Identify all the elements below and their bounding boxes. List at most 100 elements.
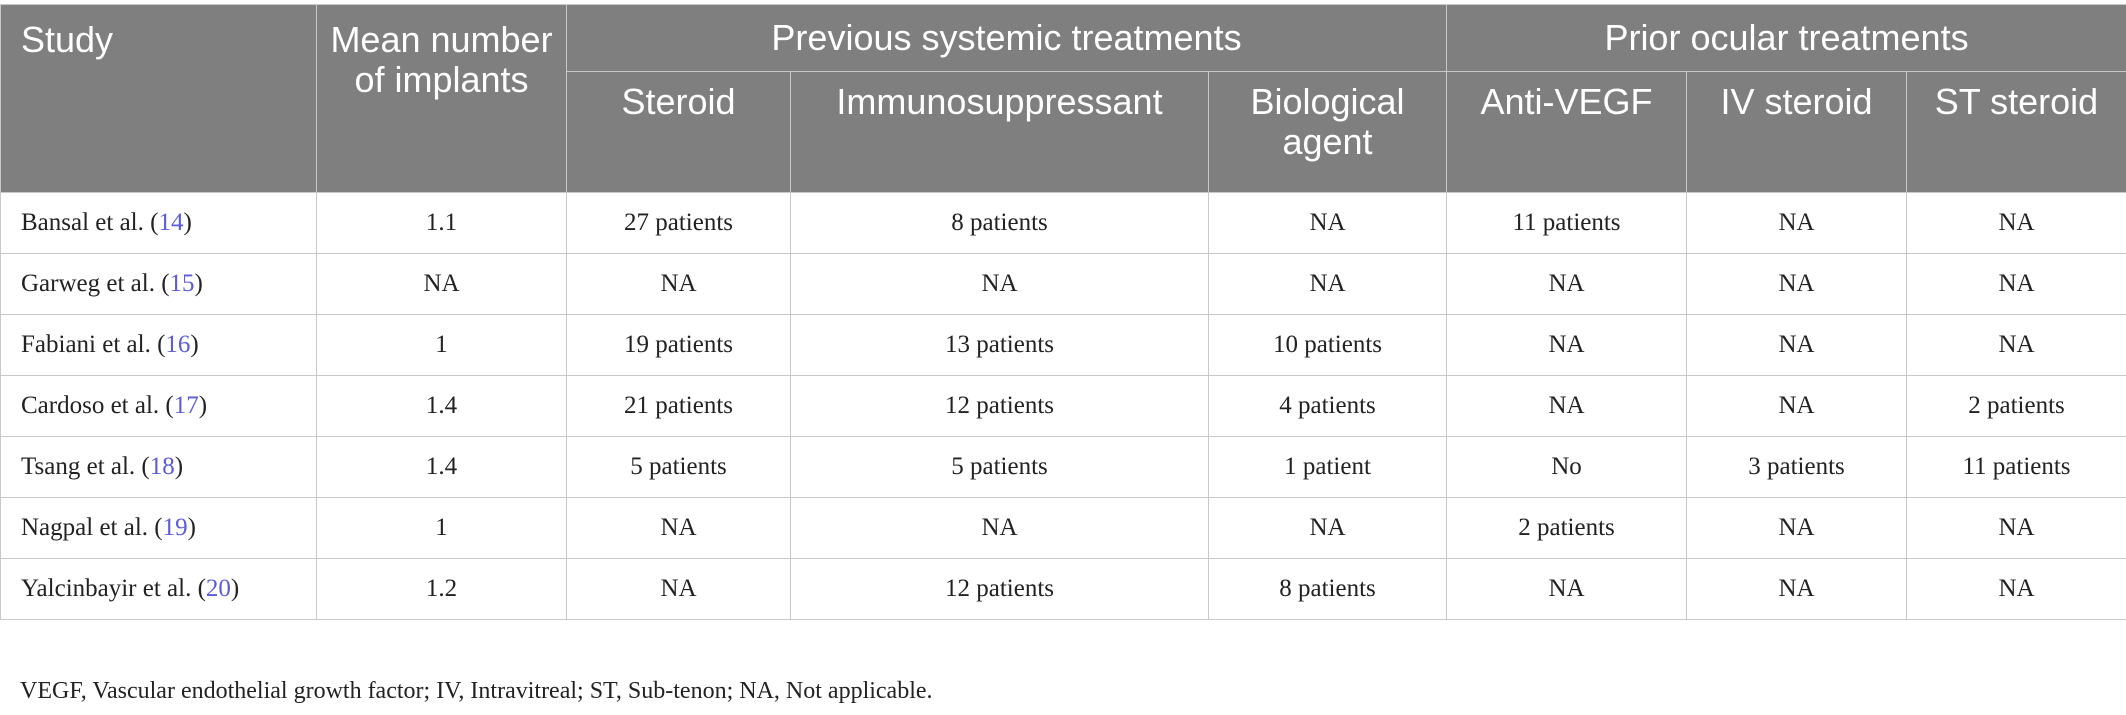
cell-anti-vegf: No xyxy=(1446,436,1687,498)
study-name: Cardoso et al. ( xyxy=(21,392,174,419)
cell-immunosuppressant: 13 patients xyxy=(790,314,1209,376)
cell-study: Bansal et al. (14) xyxy=(0,192,317,254)
cell-st-steroid: NA xyxy=(1905,192,2126,254)
cell-mean-implants: 1.4 xyxy=(316,375,567,437)
reference-link[interactable]: 17 xyxy=(173,392,199,419)
cell-steroid: NA xyxy=(566,497,791,559)
reference-link[interactable]: 15 xyxy=(169,270,195,297)
cell-iv-steroid: 3 patients xyxy=(1686,436,1907,498)
cell-immunosuppressant: 5 patients xyxy=(790,436,1209,498)
cell-st-steroid: NA xyxy=(1905,558,2126,620)
cell-study: Nagpal et al. (19) xyxy=(0,497,317,559)
cell-biological-agent: NA xyxy=(1208,497,1447,559)
cell-st-steroid: NA xyxy=(1905,497,2126,559)
cell-st-steroid: NA xyxy=(1905,253,2126,315)
cell-steroid: NA xyxy=(566,558,791,620)
cell-biological-agent: 10 patients xyxy=(1208,314,1447,376)
study-close-paren: ) xyxy=(187,514,196,541)
cell-iv-steroid: NA xyxy=(1686,192,1907,254)
reference-link[interactable]: 20 xyxy=(205,575,231,602)
cell-mean-implants: 1.2 xyxy=(316,558,567,620)
reference-link[interactable]: 18 xyxy=(149,453,175,480)
cell-steroid: 21 patients xyxy=(566,375,791,437)
table-row: Garweg et al. (15) NA NA NA NA NA NA NA xyxy=(0,253,2126,315)
cell-immunosuppressant: 12 patients xyxy=(790,558,1209,620)
cell-mean-implants: 1.4 xyxy=(316,436,567,498)
cell-biological-agent: NA xyxy=(1208,253,1447,315)
header-biological-agent: Biological agent xyxy=(1208,71,1447,193)
treatments-table: Study Mean number of implants Previous s… xyxy=(0,4,2126,620)
study-name: Bansal et al. ( xyxy=(21,209,159,236)
cell-mean-implants: 1 xyxy=(316,497,567,559)
header-systemic-group: Previous systemic treatments xyxy=(566,4,1447,72)
header-iv-steroid: IV steroid xyxy=(1686,71,1907,193)
cell-mean-implants: 1 xyxy=(316,314,567,376)
table-header: Study Mean number of implants Previous s… xyxy=(0,4,2126,193)
cell-study: Tsang et al. (18) xyxy=(0,436,317,498)
header-anti-vegf: Anti-VEGF xyxy=(1446,71,1687,193)
table-row: Nagpal et al. (19) 1 NA NA NA 2 patients… xyxy=(0,497,2126,559)
cell-steroid: 5 patients xyxy=(566,436,791,498)
study-name: Yalcinbayir et al. ( xyxy=(21,575,206,602)
cell-anti-vegf: 2 patients xyxy=(1446,497,1687,559)
header-st-steroid: ST steroid xyxy=(1905,71,2126,193)
cell-anti-vegf: 11 patients xyxy=(1446,192,1687,254)
cell-immunosuppressant: NA xyxy=(790,253,1209,315)
reference-link[interactable]: 16 xyxy=(165,331,191,358)
cell-study: Garweg et al. (15) xyxy=(0,253,317,315)
study-name: Tsang et al. ( xyxy=(21,453,150,480)
header-study: Study xyxy=(0,4,317,193)
table-row: Cardoso et al. (17) 1.4 21 patients 12 p… xyxy=(0,375,2126,437)
study-name: Fabiani et al. ( xyxy=(21,331,166,358)
cell-iv-steroid: NA xyxy=(1686,253,1907,315)
cell-study: Cardoso et al. (17) xyxy=(0,375,317,437)
cell-study: Fabiani et al. (16) xyxy=(0,314,317,376)
cell-anti-vegf: NA xyxy=(1446,253,1687,315)
cell-iv-steroid: NA xyxy=(1686,497,1907,559)
cell-steroid: NA xyxy=(566,253,791,315)
study-name: Nagpal et al. ( xyxy=(21,514,163,541)
cell-immunosuppressant: 12 patients xyxy=(790,375,1209,437)
study-close-paren: ) xyxy=(198,392,208,419)
header-row-subcolumns: Steroid Immunosuppressant Biological age… xyxy=(1,71,2126,193)
cell-immunosuppressant: NA xyxy=(790,497,1209,559)
cell-iv-steroid: NA xyxy=(1686,558,1907,620)
cell-iv-steroid: NA xyxy=(1686,375,1907,437)
cell-biological-agent: NA xyxy=(1208,192,1447,254)
cell-study: Yalcinbayir et al. (20) xyxy=(0,558,317,620)
cell-immunosuppressant: 8 patients xyxy=(790,192,1209,254)
cell-anti-vegf: NA xyxy=(1446,314,1687,376)
cell-biological-agent: 1 patient xyxy=(1208,436,1447,498)
cell-mean-implants: 1.1 xyxy=(316,192,567,254)
header-mean-implants: Mean number of implants xyxy=(316,4,567,193)
cell-st-steroid: NA xyxy=(1905,314,2126,376)
study-name: Garweg et al. ( xyxy=(21,270,170,297)
table-row: Yalcinbayir et al. (20) 1.2 NA 12 patien… xyxy=(0,558,2126,620)
study-close-paren: ) xyxy=(194,270,203,297)
header-row-groups: Study Mean number of implants Previous s… xyxy=(0,4,2126,193)
table-footnote: VEGF, Vascular endothelial growth factor… xyxy=(20,678,933,704)
cell-steroid: 27 patients xyxy=(566,192,791,254)
reference-link[interactable]: 19 xyxy=(162,514,188,541)
cell-steroid: 19 patients xyxy=(566,314,791,376)
header-ocular-group: Prior ocular treatments xyxy=(1445,4,2126,72)
table-body: Bansal et al. (14) 1.1 27 patients 8 pat… xyxy=(0,192,2126,620)
table-row: Fabiani et al. (16) 1 19 patients 13 pat… xyxy=(0,314,2126,376)
study-close-paren: ) xyxy=(183,209,192,236)
reference-link[interactable]: 14 xyxy=(158,209,184,236)
cell-anti-vegf: NA xyxy=(1446,375,1687,437)
header-immunosuppressant: Immunosuppressant xyxy=(790,71,1209,193)
treatments-table-container: Study Mean number of implants Previous s… xyxy=(0,4,2126,620)
table-row: Bansal et al. (14) 1.1 27 patients 8 pat… xyxy=(0,192,2126,254)
study-close-paren: ) xyxy=(190,331,199,358)
study-close-paren: ) xyxy=(174,453,184,480)
table-row: Tsang et al. (18) 1.4 5 patients 5 patie… xyxy=(0,436,2126,498)
cell-st-steroid: 11 patients xyxy=(1905,436,2126,498)
cell-mean-implants: NA xyxy=(316,253,567,315)
cell-biological-agent: 4 patients xyxy=(1208,375,1447,437)
header-steroid: Steroid xyxy=(566,71,791,193)
cell-biological-agent: 8 patients xyxy=(1208,558,1447,620)
cell-anti-vegf: NA xyxy=(1446,558,1687,620)
cell-st-steroid: 2 patients xyxy=(1905,375,2126,437)
cell-iv-steroid: NA xyxy=(1686,314,1907,376)
